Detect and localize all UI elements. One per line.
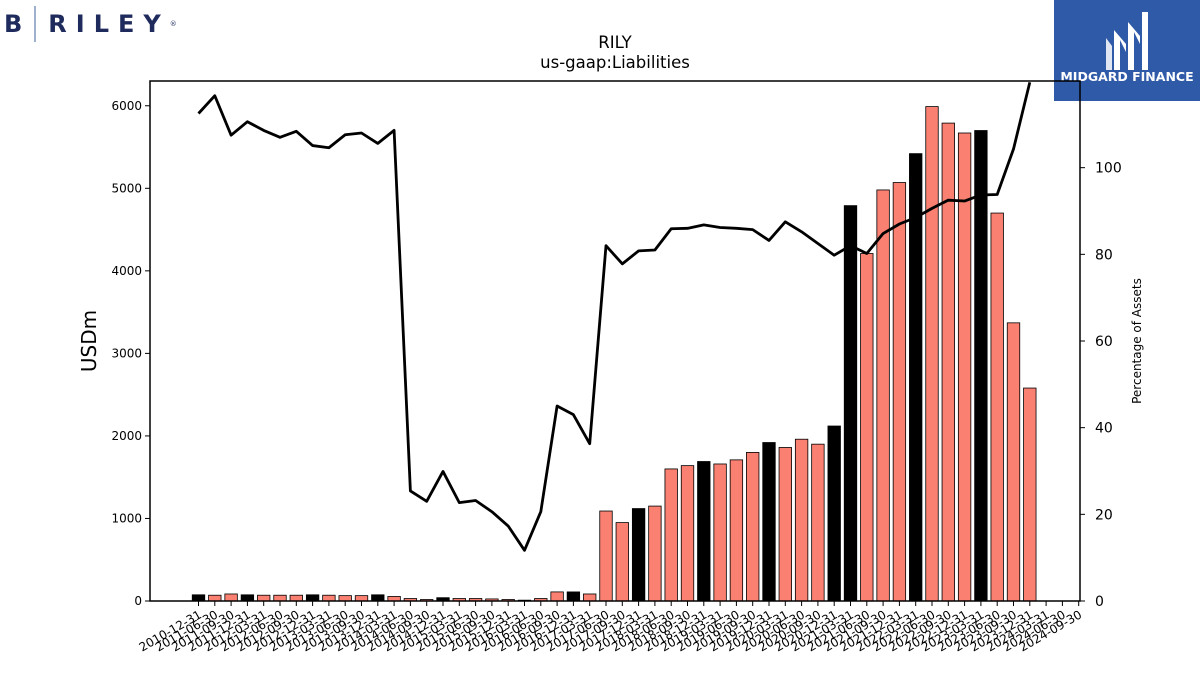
bar <box>615 522 629 602</box>
plot-frame <box>149 80 1081 602</box>
y-axis-right: 0 20 40 60 80 100 <box>1080 161 1122 610</box>
bar <box>338 595 352 602</box>
bar <box>680 465 695 602</box>
bar <box>224 593 238 602</box>
bar <box>860 253 874 602</box>
bar-series <box>191 106 1037 602</box>
midgard-finance-logo: MIDGARD FINANCE <box>1054 0 1200 101</box>
y-axis-label: USDm <box>77 310 101 372</box>
b-riley-logo-initial: B <box>4 10 25 38</box>
bar <box>648 505 662 602</box>
x-axis: 2010-12-312011-06-302011-09-302011-12-31… <box>137 601 1084 654</box>
y-tick-label: 4000 <box>111 264 142 278</box>
bar <box>941 122 955 602</box>
bar <box>876 189 890 602</box>
line-series <box>197 81 1032 552</box>
bar <box>322 594 336 602</box>
series-line <box>197 81 1032 552</box>
bar <box>550 591 564 602</box>
y-tick-label: 1000 <box>111 511 142 525</box>
bar <box>990 212 1004 602</box>
bar <box>1023 387 1037 602</box>
y-tick-label: 3000 <box>111 346 142 360</box>
bar <box>583 593 597 602</box>
chart-title: RILY <box>598 33 632 52</box>
bar <box>713 463 727 602</box>
bar <box>273 594 287 602</box>
midgard-finance-logo-text: MIDGARD FINANCE <box>1060 69 1194 84</box>
y-tick-label: 6000 <box>111 99 142 113</box>
bar <box>257 594 271 602</box>
bar <box>191 594 206 602</box>
y2-tick-label: 60 <box>1095 334 1113 350</box>
bar <box>631 508 646 602</box>
bar <box>371 594 385 602</box>
b-riley-logo-divider <box>34 6 37 42</box>
bar <box>729 459 744 602</box>
bar <box>289 594 303 602</box>
bar <box>664 468 678 602</box>
bar <box>305 594 320 602</box>
bar <box>762 442 776 602</box>
bar <box>925 106 939 602</box>
bar <box>697 461 711 602</box>
y2-tick-label: 0 <box>1095 594 1104 610</box>
bar <box>599 510 613 602</box>
midgard-m-icon <box>1106 12 1148 70</box>
bar <box>892 182 907 602</box>
bar <box>354 595 369 602</box>
y-axis-left: 0 1000 2000 3000 4000 5000 6000 <box>111 99 150 608</box>
bar <box>240 594 255 602</box>
bar <box>208 594 222 602</box>
bar <box>827 425 841 602</box>
y2-tick-label: 80 <box>1095 247 1113 263</box>
y2-tick-label: 20 <box>1095 507 1113 523</box>
bar <box>746 452 760 602</box>
bar <box>811 443 825 602</box>
b-riley-logo-text: RILEY <box>48 10 170 38</box>
y2-axis-label: Percentage of Assets <box>1130 278 1144 404</box>
bar <box>1006 322 1021 602</box>
bar <box>778 447 792 602</box>
y-tick-label: 5000 <box>111 181 142 195</box>
y2-tick-label: 100 <box>1095 161 1122 177</box>
chart-subtitle: us-gaap:Liabilities <box>540 53 690 72</box>
bar <box>794 438 809 602</box>
bar <box>566 591 581 602</box>
y-tick-label: 0 <box>134 594 142 608</box>
bar <box>843 205 858 602</box>
bar <box>974 130 988 602</box>
y2-tick-label: 40 <box>1095 421 1113 437</box>
bar <box>957 132 972 602</box>
b-riley-logo: B RILEY ® <box>4 6 177 42</box>
b-riley-logo-mark: ® <box>169 20 177 28</box>
y-tick-label: 2000 <box>111 429 142 443</box>
